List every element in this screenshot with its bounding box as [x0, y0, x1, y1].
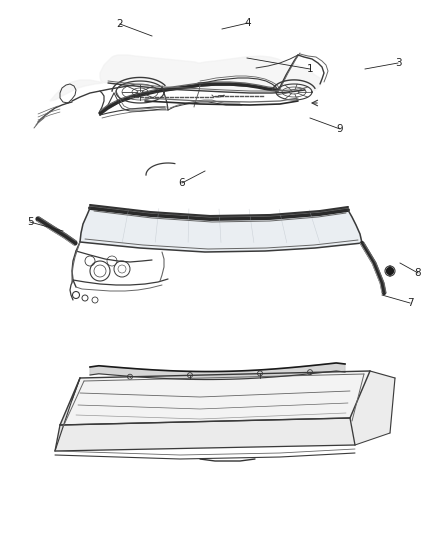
Polygon shape [350, 371, 395, 445]
Text: 6: 6 [179, 178, 185, 188]
Text: 9: 9 [337, 124, 343, 134]
Polygon shape [80, 208, 362, 252]
Text: 2: 2 [117, 19, 124, 29]
Text: 4: 4 [245, 18, 251, 28]
Text: 5: 5 [27, 217, 33, 227]
Polygon shape [55, 378, 80, 451]
Polygon shape [50, 55, 322, 101]
Circle shape [386, 268, 393, 274]
Polygon shape [55, 418, 355, 451]
Polygon shape [90, 363, 345, 379]
Text: 3: 3 [395, 58, 401, 68]
Text: 1: 1 [307, 64, 313, 74]
Text: 8: 8 [415, 268, 421, 278]
Polygon shape [60, 371, 370, 425]
Text: 7: 7 [407, 298, 413, 308]
